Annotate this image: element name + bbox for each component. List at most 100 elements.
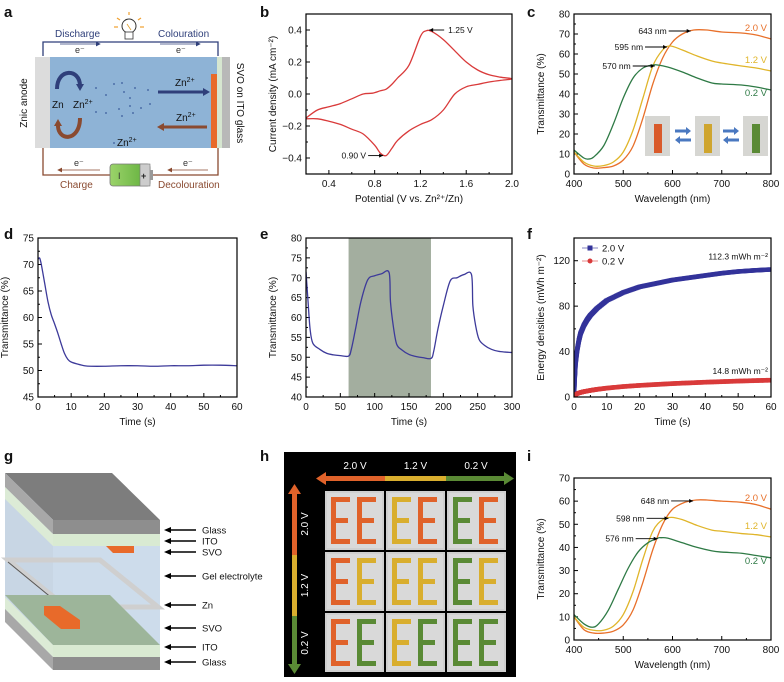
layer-label-svo: SVO bbox=[202, 548, 222, 559]
x-tick-label: 800 bbox=[763, 645, 780, 656]
layer-label-gel-electrolyte: Gel electrolyte bbox=[202, 572, 263, 583]
legend-marker bbox=[587, 245, 593, 251]
layer-pointer-arrowhead bbox=[164, 549, 171, 555]
x-tick-label: 600 bbox=[664, 645, 681, 656]
grid-cell bbox=[447, 552, 506, 611]
x-tick-label: 60 bbox=[231, 402, 243, 413]
annotation-energy-2v: 112.3 mWh m⁻² bbox=[708, 251, 768, 261]
top-svo-pad bbox=[106, 546, 134, 553]
layer-label-glass: Glass bbox=[202, 526, 227, 537]
x-tick-label: 60 bbox=[765, 402, 777, 413]
shaded-region bbox=[348, 238, 431, 397]
letter-e bbox=[331, 497, 350, 544]
data-point bbox=[767, 267, 771, 272]
x-tick-label: 50 bbox=[335, 402, 347, 413]
glass-plate bbox=[222, 57, 230, 148]
series-2-0-v bbox=[574, 267, 771, 397]
annotation-peak-low: 0.90 V bbox=[342, 151, 367, 161]
panel-letter-e: e bbox=[260, 226, 269, 243]
left-arrowhead-icon bbox=[316, 472, 326, 485]
series-2-0-v bbox=[574, 28, 771, 169]
chart-d-transmittance-time: 0 10 20 30 40 50 60 45 50 55 60 65 70 75 Time (s) Trans… bbox=[0, 234, 243, 429]
up-arrowhead-icon bbox=[288, 484, 301, 494]
panel-letter-c: c bbox=[527, 4, 536, 21]
plot-frame bbox=[305, 13, 513, 175]
letter-e bbox=[331, 619, 350, 666]
inset-photo-2 bbox=[743, 116, 768, 156]
zinc-anode-plate bbox=[35, 57, 50, 148]
label-decolouration: Decolouration bbox=[158, 180, 220, 191]
x-tick-label: 700 bbox=[713, 179, 730, 190]
device-schematic: Discharge Colouration e⁻ e⁻ Znic anode S… bbox=[19, 12, 245, 191]
series-cv bbox=[306, 29, 512, 157]
series-2-0-v bbox=[574, 499, 771, 635]
y-tick-label: 40 bbox=[559, 543, 571, 554]
label-zn-ion-3: Zn2+ bbox=[176, 112, 196, 124]
legend-label-20: 2.0 V bbox=[745, 493, 768, 504]
y-tick-label: 70 bbox=[559, 30, 571, 41]
y-axis-label: Transmittance (%) bbox=[268, 277, 279, 358]
legend-label: 2.0 V bbox=[602, 244, 625, 255]
row-label: 0.2 V bbox=[300, 631, 311, 655]
panel-letter-g: g bbox=[4, 448, 14, 465]
x-tick-label: 500 bbox=[615, 645, 632, 656]
photo-film bbox=[752, 124, 760, 153]
y-tick-label: 0.0 bbox=[288, 90, 302, 101]
y-tick-label: 60 bbox=[291, 313, 303, 324]
annotation-peak-high: 1.25 V bbox=[448, 25, 473, 35]
label-zinc-anode: Znic anode bbox=[19, 78, 30, 128]
plot-frame bbox=[573, 477, 772, 641]
grid-cell bbox=[386, 552, 445, 611]
series-t bbox=[306, 270, 512, 360]
y-tick-label: 80 bbox=[559, 10, 571, 21]
layer-pointer-arrowhead bbox=[164, 527, 171, 533]
svo-layer bbox=[211, 74, 217, 148]
y-tick-label: 0 bbox=[564, 636, 570, 647]
series-1-2-v bbox=[574, 45, 771, 167]
x-axis-label: Time (s) bbox=[119, 417, 155, 428]
y-tick-label: 50 bbox=[23, 366, 35, 377]
layer-label-ito: ITO bbox=[202, 643, 218, 654]
x-tick-label: 10 bbox=[601, 402, 613, 413]
bottom-svo-pad bbox=[44, 606, 80, 629]
reduction-arrow-icon bbox=[56, 117, 82, 139]
label-discharge: Discharge bbox=[55, 29, 100, 40]
annotation-peak: 570 nm bbox=[602, 61, 630, 71]
x-tick-label: 100 bbox=[366, 402, 383, 413]
panel-letter-f: f bbox=[527, 226, 532, 243]
x-axis-label: Time (s) bbox=[391, 417, 427, 428]
y-tick-label: −0.4 bbox=[282, 154, 302, 165]
annotation-arrowhead bbox=[689, 498, 694, 503]
y-tick-label: 20 bbox=[559, 589, 571, 600]
y-tick-label: 80 bbox=[559, 302, 571, 313]
chart-b-cyclic-voltammogram: 0.4 0.8 1.2 1.6 2.0 −0.4 −0.2 0.0 0.2 0.4 Potentia… bbox=[268, 13, 519, 205]
x-tick-label: 50 bbox=[733, 402, 745, 413]
annotation-arrowhead bbox=[379, 153, 384, 158]
circuit-wire-bottom bbox=[42, 148, 219, 176]
photo-film bbox=[704, 124, 712, 153]
x-tick-label: 500 bbox=[615, 179, 632, 190]
x-tick-label: 30 bbox=[667, 402, 679, 413]
ion-dots bbox=[95, 82, 151, 144]
y-tick-label: 120 bbox=[553, 256, 570, 267]
x-tick-label: 250 bbox=[469, 402, 486, 413]
letter-e bbox=[418, 497, 437, 544]
x-tick-label: 20 bbox=[634, 402, 646, 413]
x-tick-label: 50 bbox=[198, 402, 210, 413]
oxidation-arrow-icon bbox=[55, 70, 82, 90]
svg-text:+: + bbox=[141, 171, 146, 181]
inset-photo-1 bbox=[695, 116, 720, 156]
row-bar bbox=[292, 493, 297, 555]
x-tick-label: 700 bbox=[713, 645, 730, 656]
x-tick-label: 0 bbox=[303, 402, 309, 413]
legend-label-12: 1.2 V bbox=[745, 55, 768, 66]
letter-e bbox=[392, 619, 411, 666]
electron-label-tl: e⁻ bbox=[75, 45, 85, 55]
row-label: 2.0 V bbox=[300, 512, 311, 536]
battery-icon: I + bbox=[109, 163, 153, 187]
electron-label-tr: e⁻ bbox=[176, 45, 186, 55]
y-tick-label: −0.2 bbox=[282, 122, 302, 133]
y-tick-label: 60 bbox=[559, 497, 571, 508]
y-tick-label: 10 bbox=[559, 150, 571, 161]
